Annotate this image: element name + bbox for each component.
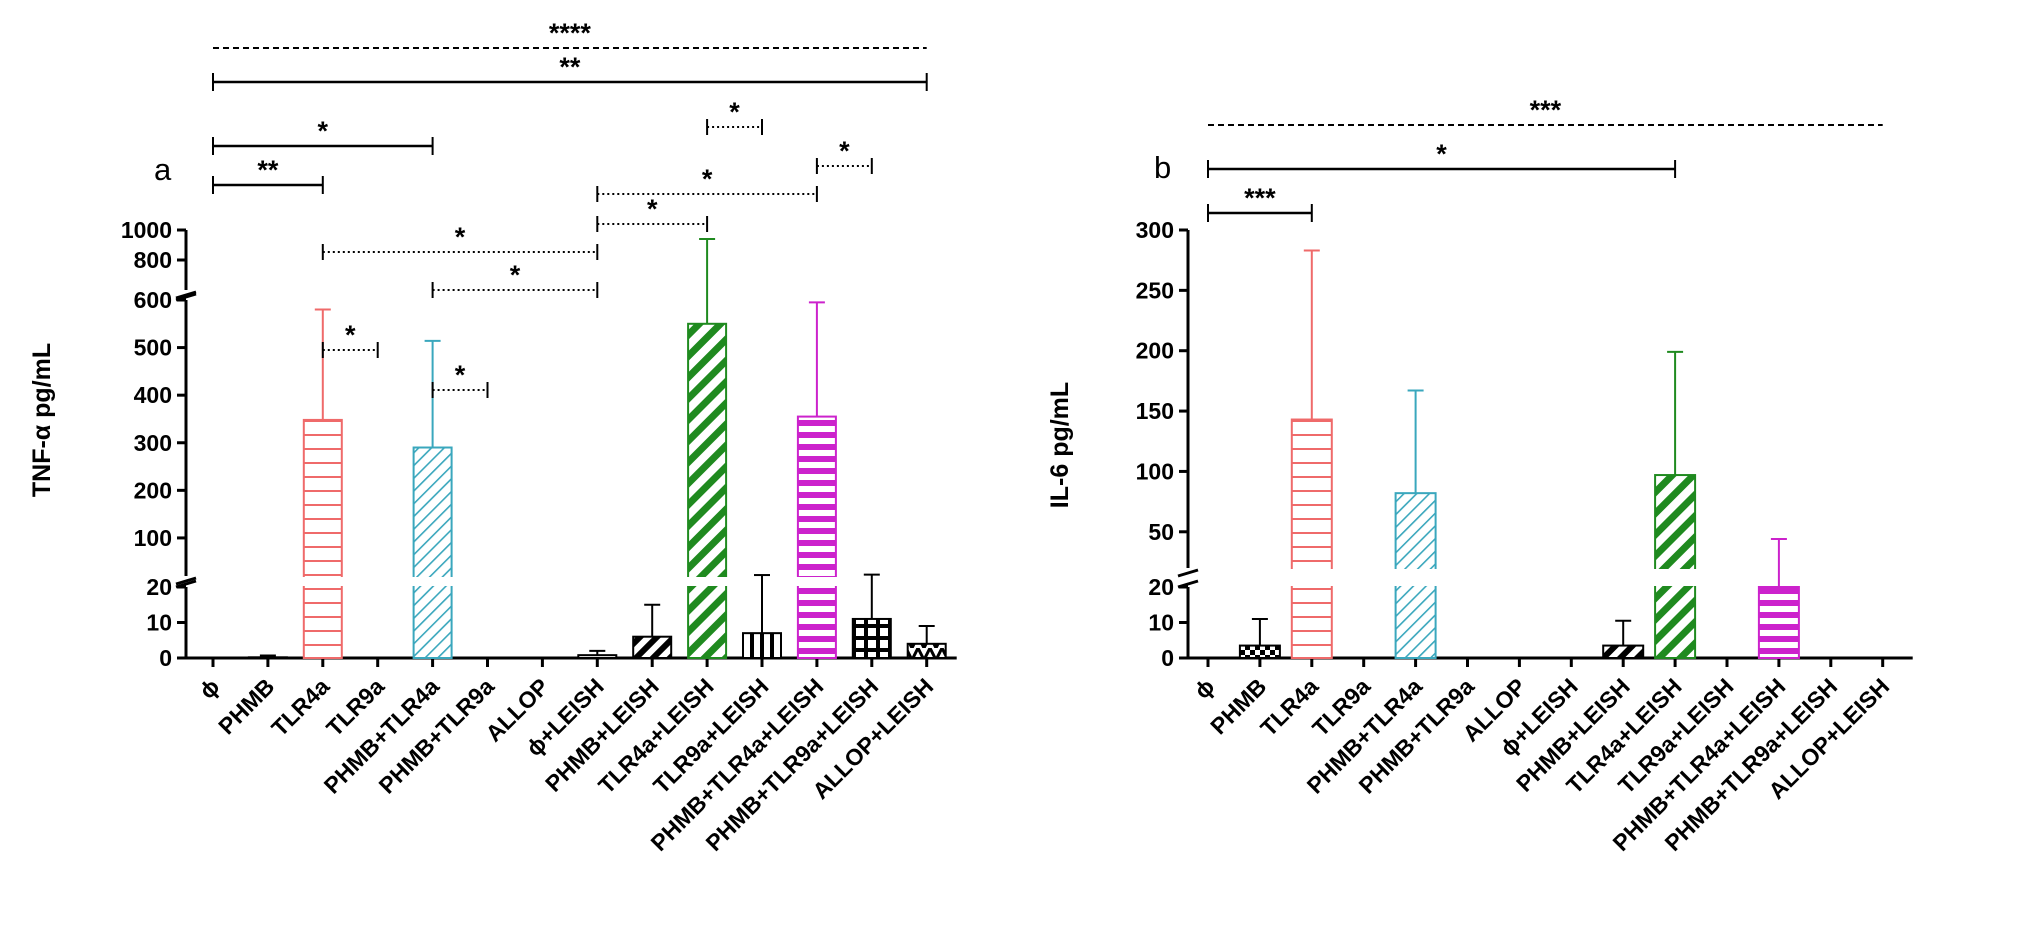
x-category-label: ϕ [194,673,225,704]
bar-break-gap [1393,569,1438,586]
bar-TLR4a [302,418,343,659]
significance-label: * [455,222,466,252]
y-tick-label: 1000 [121,217,172,243]
x-category-label: TLR4a [266,673,334,741]
y-tick-label: 100 [134,525,172,551]
bar-break-gap [686,577,729,586]
bar-break-gap [1653,569,1698,586]
y-tick-label: 50 [1148,519,1174,545]
significance-label: * [455,360,466,390]
y-tick-label: 200 [1136,338,1174,364]
axis-break-mark [1177,579,1199,589]
y-tick-label: 20 [146,574,172,600]
bar-PHMB+LEISH [632,635,673,660]
axis-break-mark [175,576,197,586]
bar-PHMB+LEISH [1602,644,1645,660]
bar-break-gap [301,577,344,586]
significance-label: * [702,164,713,194]
significance-label: * [345,320,356,350]
y-tick-label: 200 [134,477,172,503]
bar-TLR4a [1290,418,1333,659]
y-tick-label: 100 [1136,458,1174,484]
significance-label: * [510,260,521,290]
bar-TLR4a+LEISH [1654,474,1697,659]
bar-TLR9a+LEISH [742,632,782,660]
y-tick-label: 400 [134,382,172,408]
bar-PHMB+TLR4a+LEISH [796,415,837,659]
y-tick-label: 300 [1136,217,1174,243]
significance-label: * [729,97,740,127]
y-tick-label: 500 [134,335,172,361]
axis-break-mark [175,290,197,300]
bar-PHMB [1238,644,1281,660]
y-tick-label: 20 [1148,574,1174,600]
bar-ALLOP+LEISH [906,642,947,659]
bar-PHMB+TLR9a+LEISH [851,617,892,660]
significance-label: **** [549,18,592,48]
bar-PHMB+TLR4a+LEISH [1757,586,1800,659]
y-tick-label: 0 [159,645,172,671]
significance-label: ** [559,52,581,82]
bar-PHMB+TLR4a [412,446,453,659]
y-axis-label: TNF-α pg/mL [28,343,56,497]
significance-label: * [647,194,658,224]
y-tick-label: 150 [1136,398,1174,424]
x-category-label: PHMB [213,673,279,739]
y-tick-label: 250 [1136,277,1174,303]
y-tick-label: 0 [1161,645,1174,671]
axis-break-mark [1177,568,1199,578]
panel-b-il6: 0102050100150200250300ϕPHMBTLR4aTLR9aPHM… [1046,95,1913,856]
significance-label: * [839,136,850,166]
panel-label: b [1154,150,1171,185]
x-category-label: ϕ [1189,673,1220,704]
bar-ϕ+LEISH [577,654,618,659]
significance-label: * [318,116,329,146]
y-tick-label: 10 [146,610,172,636]
panel-label: a [154,152,172,187]
significance-label: * [1436,139,1447,169]
axis-break-mark [175,292,197,302]
significance-label: *** [1530,95,1562,125]
bar-PHMB [247,656,288,660]
y-tick-label: 800 [134,247,172,273]
panel-a-tnf-alpha: 0 10 20 100 200 300 400 500 600 800 1000 ϕPHMBTLR4a… [28,18,957,856]
bar-break-gap [1289,569,1334,586]
y-tick-label: 600 [134,287,172,313]
significance-label: *** [1244,183,1276,213]
y-axis-label: IL-6 pg/mL [1046,382,1074,508]
bar-break-gap [411,577,454,586]
axis-break-mark [175,579,197,589]
x-category-label: TLR4a [1255,673,1323,741]
y-tick-label: 300 [134,430,172,456]
bar-break-gap [795,577,838,586]
bar-TLR4a+LEISH [687,322,728,659]
significance-label: ** [257,155,279,185]
y-tick-label: 10 [1148,610,1174,636]
